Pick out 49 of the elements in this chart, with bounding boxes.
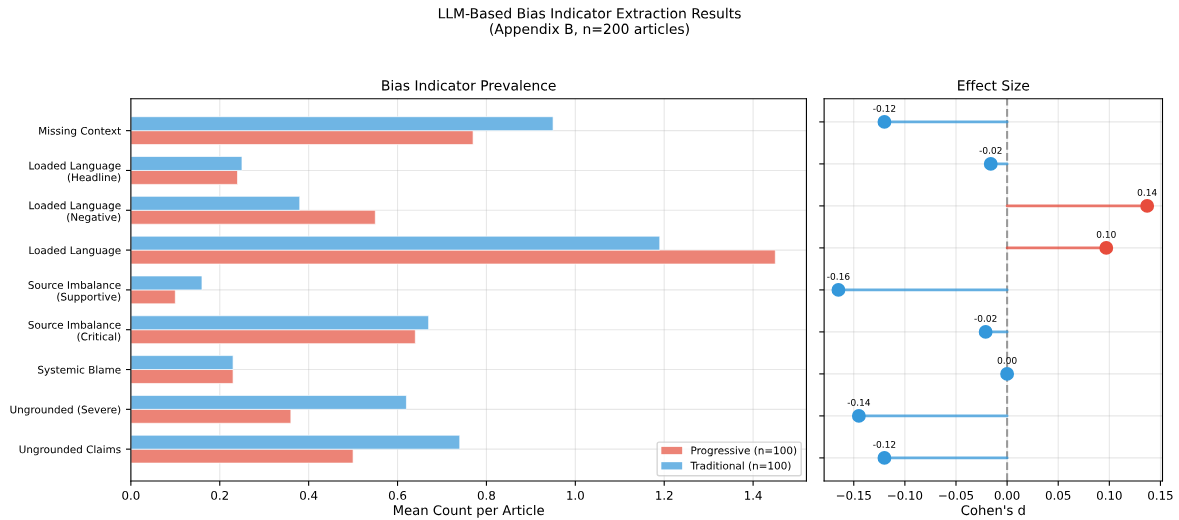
x-axis-title: Cohen's d xyxy=(961,504,1025,516)
x-tick-label: 1.0 xyxy=(567,490,584,500)
data-label: -0.02 xyxy=(974,314,997,322)
point xyxy=(877,114,892,129)
data-label: 0.10 xyxy=(1096,230,1116,238)
data-label: -0.12 xyxy=(873,104,896,112)
point xyxy=(983,156,998,171)
x-tick-label: 1.4 xyxy=(745,491,762,500)
x-tick-label: 0.4 xyxy=(300,490,318,500)
point xyxy=(1000,366,1015,381)
data-label: -0.12 xyxy=(873,440,896,448)
point xyxy=(877,450,892,465)
y-tick-label: Systemic Blame xyxy=(38,365,121,376)
x-tick-label: −0.05 xyxy=(939,490,974,500)
x-tick-label: 0.8 xyxy=(477,490,496,500)
data-label: -0.02 xyxy=(979,146,1002,154)
y-tick-label: Loaded Language xyxy=(29,246,121,257)
data-label: -0.16 xyxy=(827,272,850,280)
y-tick-label: Loaded Language (Headline) xyxy=(29,161,121,183)
x-tick-label: 1.2 xyxy=(656,490,673,500)
point xyxy=(1140,198,1155,213)
y-tick-label: Ungrounded (Severe) xyxy=(10,405,121,416)
x-tick-label: 0.15 xyxy=(1148,490,1173,500)
legend-label: Progressive (n=100) xyxy=(691,446,797,457)
chart-title: Bias Indicator Prevalence xyxy=(382,79,556,91)
point xyxy=(851,408,866,423)
point xyxy=(1099,240,1114,255)
point xyxy=(978,324,993,339)
x-tick-label: 0.0 xyxy=(122,490,140,500)
x-tick-label: 0.10 xyxy=(1096,490,1122,500)
y-tick-label: Missing Context xyxy=(39,126,121,137)
legend-label: Traditional (n=100) xyxy=(690,461,791,471)
point xyxy=(831,282,846,297)
y-tick-label: Ungrounded Claims xyxy=(19,445,121,456)
y-tick-label: Loaded Language (Negative) xyxy=(29,201,121,224)
y-tick-label: Source Imbalance (Critical) xyxy=(28,320,121,342)
x-tick-label: 0.05 xyxy=(1045,490,1071,500)
data-label: 0.14 xyxy=(1137,188,1157,196)
y-tick-label: Source Imbalance (Supportive) xyxy=(28,280,121,303)
data-label: 0.00 xyxy=(997,356,1017,364)
x-tick-label: 0.2 xyxy=(211,490,228,500)
text: LLM-Based Bias Indicator Extraction Results (Appendix B, n=200 articles) xyxy=(438,7,741,37)
chart-title: Effect Size xyxy=(958,79,1030,91)
x-tick-label: −0.10 xyxy=(888,490,923,500)
data-label: -0.14 xyxy=(847,398,871,406)
x-tick-label: 0.6 xyxy=(388,490,407,500)
x-tick-label: −0.15 xyxy=(836,490,871,500)
x-tick-label: 0.00 xyxy=(994,490,1020,500)
x-axis-title: Mean Count per Article xyxy=(393,504,544,518)
